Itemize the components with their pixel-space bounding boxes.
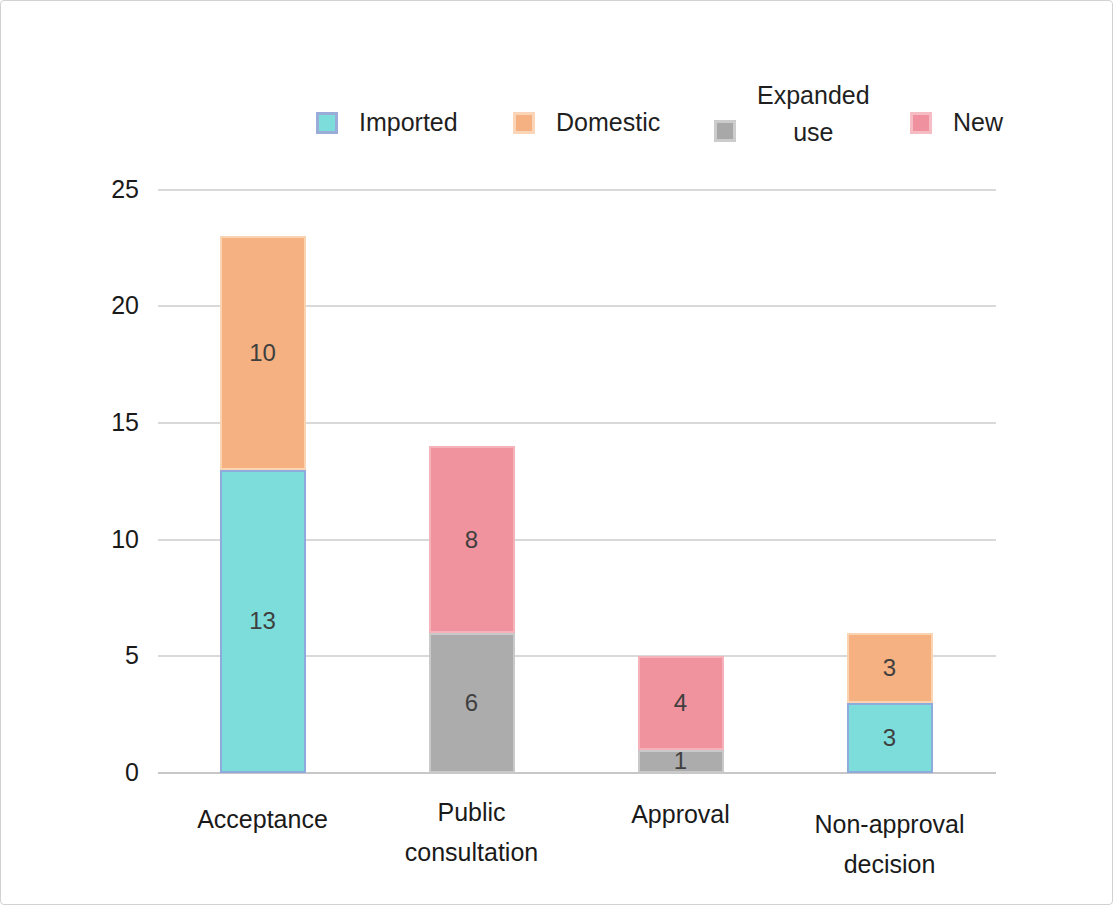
y-tick-label-25: 25 (31, 175, 139, 204)
bar-data-label: 3 (883, 656, 896, 680)
bar-segment-non-approval-decision-domestic: 3 (847, 633, 933, 703)
bar-segment-acceptance-imported: 13 (220, 470, 306, 773)
legend-label: Imported (359, 108, 458, 137)
bar-segment-public-consultation-new: 8 (429, 446, 515, 633)
bar-segment-approval-new: 4 (638, 656, 724, 749)
x-category-label-non-approval-decision: Non-approvaldecision (770, 804, 1010, 884)
legend-swatch-domestic (513, 112, 535, 134)
y-tick-label-15: 15 (31, 408, 139, 437)
bar-segment-approval-expanded-use: 1 (638, 750, 724, 773)
legend-item-imported: Imported (316, 108, 458, 137)
legend-swatch-expanded-use (714, 120, 736, 142)
bar-data-label: 6 (465, 691, 478, 715)
bar-data-label: 1 (674, 749, 687, 773)
x-category-label-acceptance: Acceptance (143, 799, 383, 839)
gridline-y-25 (158, 189, 996, 191)
legend-item-domestic: Domestic (513, 108, 660, 137)
legend-item-expanded-use: Expandeduse (714, 77, 870, 151)
bar-segment-non-approval-decision-imported: 3 (847, 703, 933, 773)
bar-data-label: 4 (674, 691, 687, 715)
legend-label: Expandeduse (757, 77, 870, 151)
y-tick-label-20: 20 (31, 291, 139, 320)
legend-swatch-imported (316, 112, 338, 134)
legend-swatch-new (910, 112, 932, 134)
legend-item-new: New (910, 108, 1003, 137)
x-category-label-public-consultation: Publicconsultation (352, 792, 592, 872)
bar-segment-acceptance-domestic: 10 (220, 236, 306, 469)
x-category-label-approval: Approval (561, 794, 801, 834)
legend-label: New (953, 108, 1003, 137)
bar-segment-public-consultation-expanded-use: 6 (429, 633, 515, 773)
y-tick-label-10: 10 (31, 525, 139, 554)
bar-data-label: 3 (883, 726, 896, 750)
chart-frame: Imported Domestic Expandeduse New 0 5 10 15 20 2… (0, 0, 1113, 905)
bar-data-label: 13 (249, 609, 276, 633)
legend-label: Domestic (556, 108, 660, 137)
bar-data-label: 8 (465, 528, 478, 552)
y-tick-label-5: 5 (31, 641, 139, 670)
bar-data-label: 10 (249, 341, 276, 365)
y-tick-label-0: 0 (31, 758, 139, 787)
